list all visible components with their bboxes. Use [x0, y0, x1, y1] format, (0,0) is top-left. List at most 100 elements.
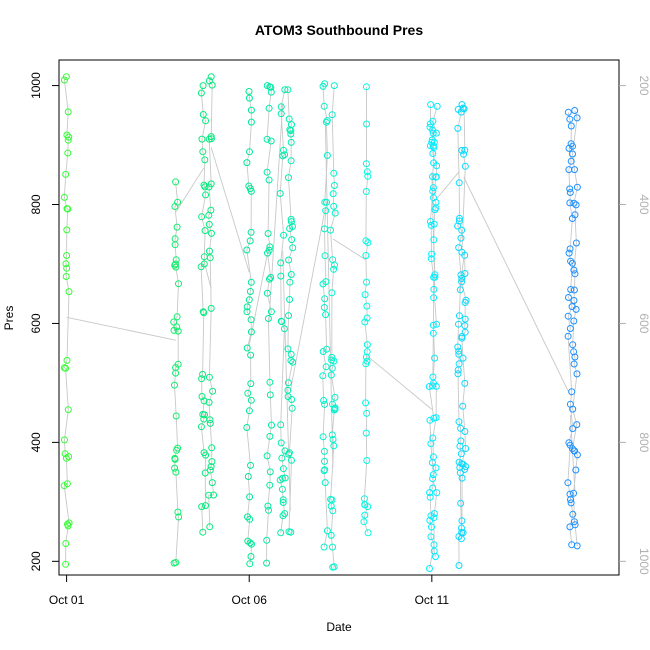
- data-point: [62, 260, 70, 268]
- data-point: [569, 142, 576, 150]
- data-point: [573, 183, 581, 191]
- data-point: [198, 213, 206, 221]
- data-point: [429, 184, 437, 192]
- data-point: [361, 318, 369, 326]
- data-point: [207, 133, 215, 141]
- data-point: [567, 157, 575, 165]
- data-point: [569, 341, 577, 349]
- data-point: [173, 446, 181, 454]
- data-point: [281, 510, 289, 518]
- data-point: [247, 461, 254, 469]
- data-point: [566, 199, 574, 207]
- data-point: [570, 297, 578, 304]
- data-point: [266, 243, 274, 251]
- data-point: [277, 259, 285, 267]
- data-point: [430, 138, 438, 146]
- profile-line: [246, 91, 252, 564]
- data-point: [329, 190, 337, 198]
- data-point: [567, 499, 575, 507]
- data-point: [458, 226, 466, 234]
- y2-tick-label: 1000: [637, 548, 650, 575]
- data-point: [63, 264, 71, 272]
- data-point: [64, 522, 72, 530]
- data-point: [573, 370, 581, 378]
- data-point: [457, 234, 465, 242]
- data-point: [280, 231, 288, 239]
- data-point: [170, 326, 178, 334]
- data-point: [62, 560, 70, 568]
- data-point: [287, 271, 295, 278]
- data-point: [454, 366, 462, 374]
- data-point: [266, 378, 274, 386]
- data-point: [320, 102, 328, 110]
- data-point: [264, 502, 272, 510]
- data-point: [327, 226, 334, 234]
- data-point: [174, 198, 182, 206]
- data-point: [460, 105, 468, 113]
- data-point: [426, 565, 433, 572]
- data-point: [455, 418, 463, 426]
- data-point: [330, 82, 338, 90]
- data-point: [247, 328, 255, 336]
- data-point: [363, 278, 370, 286]
- data-point: [173, 223, 181, 231]
- data-point: [570, 360, 578, 368]
- data-point: [208, 229, 215, 237]
- data-point: [430, 510, 438, 517]
- data-point: [208, 479, 216, 487]
- data-point: [171, 454, 179, 462]
- data-point: [331, 209, 339, 217]
- data-point: [202, 191, 210, 199]
- data-point: [62, 273, 70, 280]
- data-point: [361, 511, 369, 519]
- data-point: [567, 496, 574, 504]
- data-point: [266, 468, 274, 476]
- data-point: [429, 117, 437, 125]
- data-point: [267, 308, 275, 316]
- data-point: [429, 129, 437, 137]
- data-point: [277, 317, 285, 325]
- data-point: [172, 412, 180, 420]
- transect-line: [431, 172, 436, 291]
- data-point: [455, 312, 463, 320]
- data-point: [277, 110, 285, 118]
- data-point: [202, 502, 209, 510]
- data-point: [362, 160, 370, 168]
- data-point: [425, 383, 433, 390]
- data-point: [202, 117, 210, 125]
- data-point: [174, 360, 182, 368]
- data-point: [64, 149, 72, 157]
- data-point: [330, 202, 338, 210]
- data-point: [455, 347, 463, 355]
- profile-lines: [63, 76, 578, 569]
- data-point: [459, 104, 467, 112]
- data-point: [247, 351, 255, 359]
- data-point: [330, 169, 338, 177]
- y-tick-label: 600: [29, 313, 43, 333]
- data-point: [246, 288, 254, 295]
- data-point: [247, 228, 255, 236]
- data-point: [457, 271, 465, 279]
- data-point: [205, 220, 213, 228]
- data-point: [173, 313, 181, 321]
- data-point: [321, 466, 329, 474]
- y2-tick-label: 400: [637, 194, 650, 214]
- data-point: [172, 468, 180, 476]
- data-point: [566, 189, 574, 196]
- data-point: [458, 517, 466, 525]
- data-point: [429, 142, 437, 150]
- data-point: [243, 159, 251, 167]
- y-axis-label: Pres: [2, 306, 16, 331]
- data-point: [572, 305, 580, 313]
- data-point: [61, 436, 68, 444]
- data-point: [198, 375, 206, 383]
- profile-line: [567, 112, 574, 545]
- data-point: [458, 278, 466, 286]
- data-point: [206, 523, 214, 531]
- data-point: [65, 288, 73, 296]
- data-point: [456, 442, 464, 450]
- profile-line: [330, 85, 336, 568]
- plot-frame: [58, 59, 620, 576]
- data-point: [279, 496, 287, 504]
- data-point: [246, 493, 254, 501]
